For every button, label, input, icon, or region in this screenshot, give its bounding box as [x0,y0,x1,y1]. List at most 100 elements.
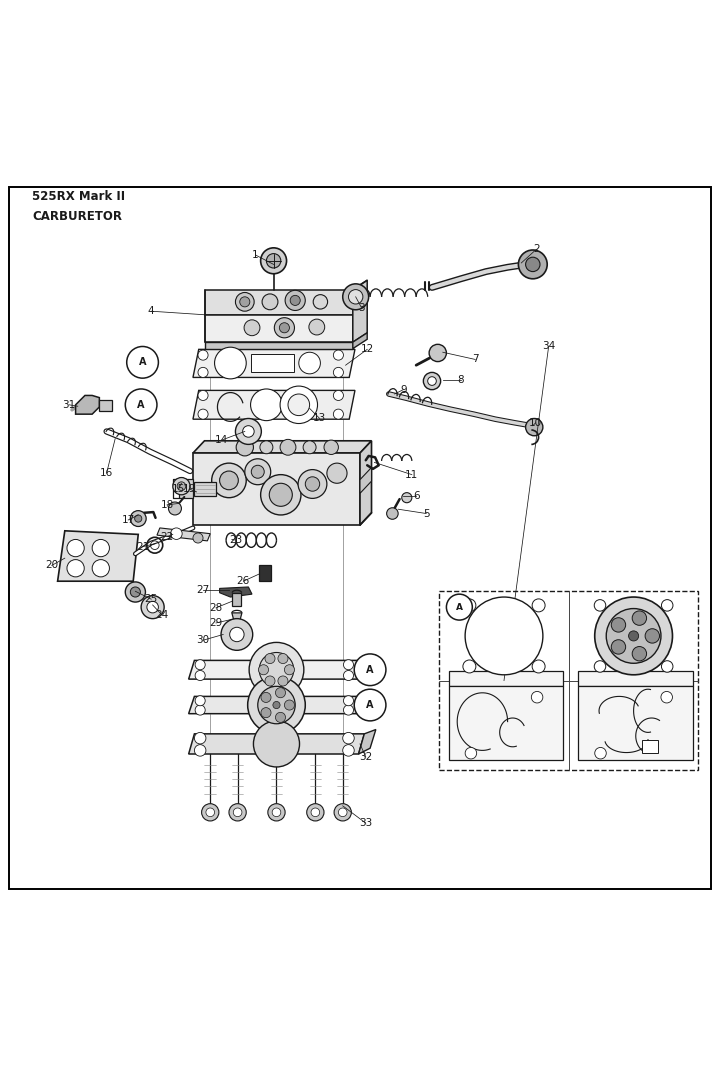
Polygon shape [220,587,252,597]
Polygon shape [193,391,355,420]
Circle shape [327,463,347,483]
Circle shape [262,294,278,310]
Polygon shape [189,696,364,713]
Circle shape [387,508,398,520]
Circle shape [272,808,281,817]
Circle shape [531,692,543,703]
Circle shape [645,628,660,643]
Circle shape [324,440,338,454]
Circle shape [221,619,253,650]
Polygon shape [205,342,353,349]
Polygon shape [353,280,367,342]
Circle shape [235,419,261,444]
Circle shape [288,394,310,415]
Text: 7: 7 [472,354,479,365]
Polygon shape [232,613,242,624]
Text: 17: 17 [122,515,135,525]
Circle shape [280,386,318,424]
Circle shape [198,350,208,360]
Circle shape [333,391,343,400]
Text: 30: 30 [197,635,210,646]
Circle shape [212,463,246,498]
Circle shape [194,745,206,756]
Circle shape [423,372,441,390]
Text: 34: 34 [542,341,555,352]
Circle shape [274,317,294,338]
Polygon shape [193,441,372,453]
Circle shape [311,808,320,817]
Bar [232,593,241,606]
Text: A: A [138,400,145,410]
Circle shape [261,708,271,718]
Circle shape [260,441,273,454]
Text: A: A [366,700,374,710]
Text: 8: 8 [457,374,464,384]
Circle shape [595,748,606,759]
Polygon shape [449,671,563,686]
Circle shape [261,475,301,515]
Circle shape [299,352,320,373]
Text: 18: 18 [161,500,174,510]
Circle shape [303,441,316,454]
Circle shape [240,297,250,307]
Text: 15: 15 [172,484,185,494]
Circle shape [632,611,647,625]
Text: 33: 33 [359,818,372,829]
Circle shape [305,477,320,492]
Circle shape [258,686,295,724]
Circle shape [526,257,540,271]
Circle shape [206,808,215,817]
Circle shape [611,618,626,632]
Text: 21: 21 [136,541,149,552]
Text: 20: 20 [45,561,58,570]
Circle shape [194,733,206,744]
Circle shape [333,367,343,378]
Polygon shape [157,528,210,541]
Circle shape [251,465,264,478]
Polygon shape [359,691,376,713]
Circle shape [147,601,158,613]
Circle shape [661,692,672,703]
Bar [439,592,698,769]
Circle shape [265,653,275,664]
Circle shape [198,391,208,400]
Text: 11: 11 [405,469,418,480]
Circle shape [251,388,282,421]
Circle shape [130,511,146,526]
Circle shape [198,409,208,420]
Circle shape [284,700,294,710]
Circle shape [343,670,354,680]
Circle shape [276,688,286,697]
Text: 31: 31 [63,400,76,410]
Circle shape [278,653,288,664]
Circle shape [202,804,219,821]
Polygon shape [578,671,693,686]
Polygon shape [578,686,693,761]
Text: 24: 24 [156,610,168,620]
Circle shape [334,804,351,821]
Circle shape [193,533,203,543]
Circle shape [220,471,238,490]
Text: 2: 2 [533,244,540,254]
Circle shape [248,676,305,734]
Circle shape [125,388,157,421]
Circle shape [236,439,253,456]
Circle shape [198,367,208,378]
Polygon shape [449,686,563,761]
Polygon shape [360,441,372,525]
Circle shape [662,661,673,672]
Circle shape [333,350,343,360]
Polygon shape [189,734,364,754]
Polygon shape [76,396,99,414]
Text: 29: 29 [210,618,222,628]
Circle shape [280,439,296,455]
Text: 9: 9 [400,385,407,395]
Circle shape [67,539,84,556]
Text: A: A [456,603,463,611]
Circle shape [235,293,254,311]
Circle shape [195,670,205,680]
Circle shape [313,295,328,309]
Circle shape [244,320,260,336]
Text: 32: 32 [359,752,372,762]
Polygon shape [359,730,376,754]
